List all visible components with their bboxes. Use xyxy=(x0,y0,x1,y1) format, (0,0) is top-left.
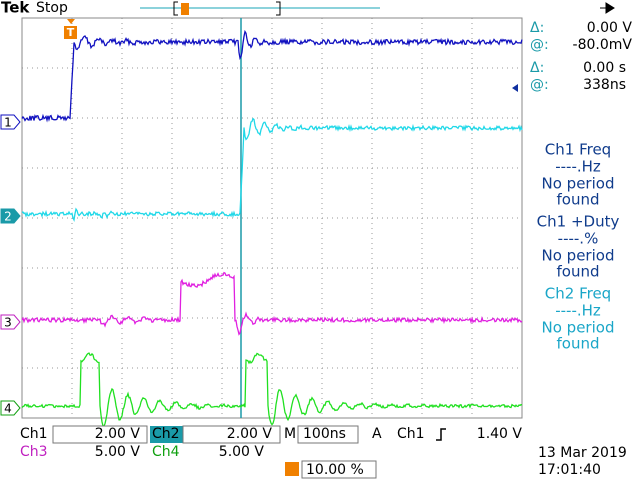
trigger-arrow xyxy=(67,19,75,24)
ch1-scale: 2.00 V xyxy=(95,426,141,442)
power-icon xyxy=(600,2,615,14)
ch4-scale: 5.00 V xyxy=(219,444,265,460)
measurement-status: No period xyxy=(542,175,615,193)
ch2-box xyxy=(182,425,281,444)
measurement-status: No period xyxy=(542,247,615,265)
ch2-scale: 2.00 V xyxy=(227,426,273,442)
waveforms xyxy=(21,29,523,427)
measurement-status: No period xyxy=(542,319,615,337)
trigger-slope xyxy=(436,428,446,441)
trigger-position-box xyxy=(301,460,377,479)
ch2-tag xyxy=(150,426,183,443)
waveform xyxy=(21,29,523,123)
trigger-marker-box xyxy=(64,26,77,39)
channel-markers: 1 2 3 4 xyxy=(0,114,21,416)
channel-marker-box xyxy=(0,400,21,416)
cursor-label: @: xyxy=(530,37,549,53)
time: 17:01:40 xyxy=(538,462,601,478)
cursor-value: -80.0mV xyxy=(573,37,633,53)
measurement-value: ----.Hz xyxy=(555,302,601,320)
trigger-position: 10.00 % xyxy=(306,462,364,478)
trigger-marker: T xyxy=(67,26,75,39)
measurement-title: Ch2 Freq xyxy=(545,285,611,303)
cursor-value: 338ns xyxy=(583,77,626,93)
ch3-scale: 5.00 V xyxy=(95,444,141,460)
channel-marker-box xyxy=(0,114,21,130)
measurement-value: ----.% xyxy=(558,230,599,248)
trigger-source: Ch1 xyxy=(397,426,425,442)
waveform xyxy=(21,117,523,223)
ch3-label: Ch3 xyxy=(20,444,48,460)
channel-marker-box xyxy=(0,314,21,330)
trigger-label: A xyxy=(372,426,382,442)
channel-marker: 1 xyxy=(4,116,12,130)
measurement-status: found xyxy=(557,335,600,353)
cursor-label: Δ: xyxy=(530,60,544,76)
channel-marker: 3 xyxy=(4,316,12,330)
measurement-title: Ch1 +Duty xyxy=(537,213,620,231)
ch1-label: Ch1 xyxy=(20,426,48,442)
graticule-border xyxy=(21,17,523,419)
ch1-box xyxy=(52,425,148,444)
trigger-position-icon xyxy=(181,3,189,15)
channel-marker: 2 xyxy=(4,210,12,224)
run-status: Stop xyxy=(36,0,68,16)
ch2-label: Ch2 xyxy=(152,426,180,442)
trigger-position-icon xyxy=(285,462,299,476)
timebase-label: M xyxy=(284,426,296,442)
record-window xyxy=(173,1,281,16)
measurement-status: found xyxy=(557,263,600,281)
measurement-value: ----.Hz xyxy=(555,158,601,176)
measurement-title: Ch1 Freq xyxy=(545,141,611,159)
trigger-level: 1.40 V xyxy=(477,426,523,442)
channel-marker-box xyxy=(0,208,21,224)
cursor-label: Δ: xyxy=(530,20,544,36)
waveform xyxy=(21,271,523,336)
cursor-value: 0.00 V xyxy=(587,20,633,36)
cursor-label: @: xyxy=(530,77,549,93)
timebase-box xyxy=(297,425,359,444)
timebase-value: 100ns xyxy=(303,426,346,442)
channel-marker: 4 xyxy=(4,402,12,416)
date: 13 Mar 2019 xyxy=(538,445,627,461)
waveform xyxy=(21,352,523,427)
measurement-status: found xyxy=(557,191,600,209)
cursor-arrow xyxy=(512,84,518,92)
graticule xyxy=(22,18,522,418)
cursor-value: 0.00 s xyxy=(583,60,626,76)
ch4-label: Ch4 xyxy=(152,444,180,460)
brand: Tek xyxy=(1,0,30,17)
